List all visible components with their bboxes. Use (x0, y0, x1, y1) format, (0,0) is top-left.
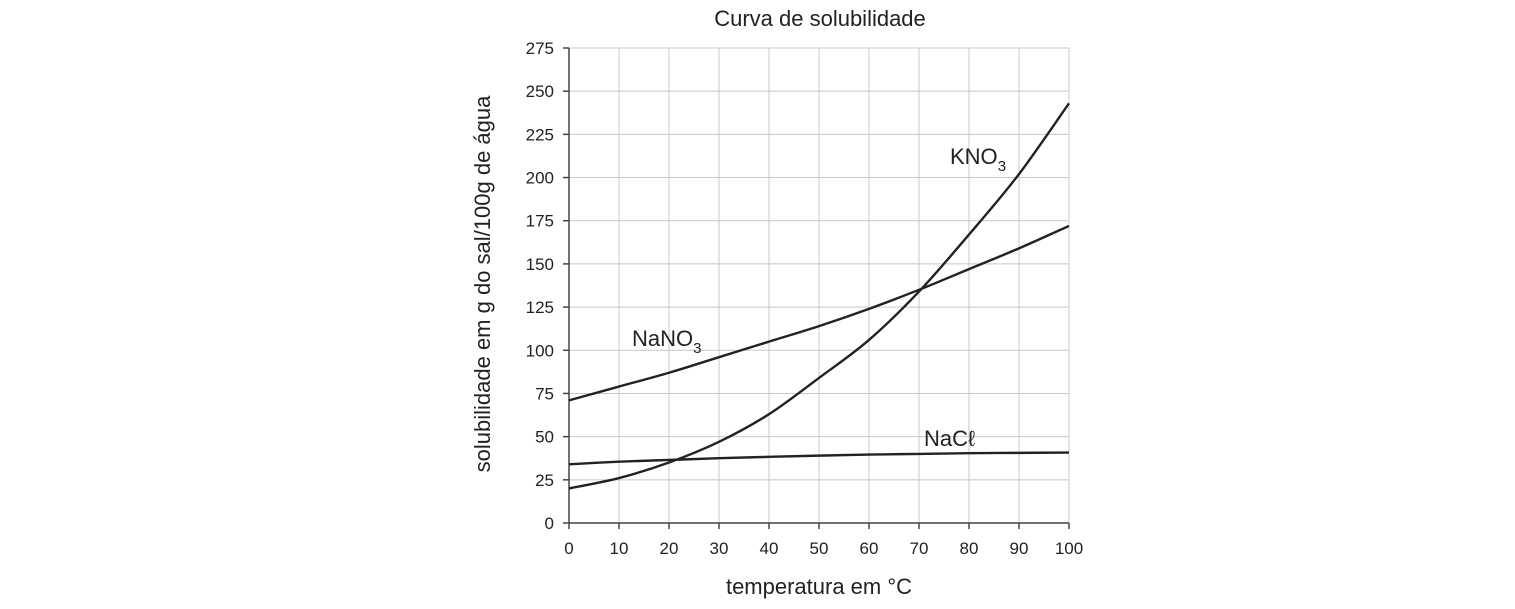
y-tick-labels: 0 25 50 75 100 125 150 175 200 225 250 275 (526, 39, 554, 533)
x-tick-label: 70 (910, 539, 929, 558)
series-curves (568, 102, 1070, 490)
x-tick-labels: 0 10 20 30 40 50 60 70 80 90 100 (564, 539, 1083, 558)
chart-axes (563, 47, 1070, 529)
x-tick-label: 50 (810, 539, 829, 558)
x-tick-label: 80 (960, 539, 979, 558)
y-tick-label: 125 (526, 298, 554, 317)
series-line-kno3 (568, 102, 1070, 490)
series-label-kno3: KNO3 (950, 144, 1006, 175)
x-tick-label: 40 (760, 539, 779, 558)
y-tick-label: 250 (526, 82, 554, 101)
x-axis-label: temperatura em °C (726, 574, 912, 599)
y-tick-label: 75 (535, 384, 554, 403)
series-label-nano3: NaNO3 (632, 326, 701, 357)
y-tick-label: 100 (526, 341, 554, 360)
y-tick-label: 175 (526, 212, 554, 231)
y-tick-label: 150 (526, 255, 554, 274)
x-tick-label: 100 (1055, 539, 1083, 558)
x-tick-label: 30 (710, 539, 729, 558)
y-tick-label: 0 (545, 514, 554, 533)
x-tick-label: 20 (660, 539, 679, 558)
chart-title: Curva de solubilidade (714, 6, 926, 31)
y-axis-label: solubilidade em g do sal/100g de água (470, 95, 495, 472)
chart-grid (568, 47, 1070, 524)
x-tick-label: 60 (860, 539, 879, 558)
series-line-nacl (568, 451, 1070, 466)
x-tick-label: 90 (1010, 539, 1029, 558)
y-tick-label: 225 (526, 125, 554, 144)
y-tick-label: 275 (526, 39, 554, 58)
y-tick-label: 200 (526, 169, 554, 188)
y-tick-label: 50 (535, 428, 554, 447)
series-line-nano3 (568, 224, 1070, 402)
x-tick-label: 0 (564, 539, 573, 558)
series-label-nacl: NaCℓ (924, 426, 976, 451)
x-tick-label: 10 (610, 539, 629, 558)
y-tick-label: 25 (535, 471, 554, 490)
